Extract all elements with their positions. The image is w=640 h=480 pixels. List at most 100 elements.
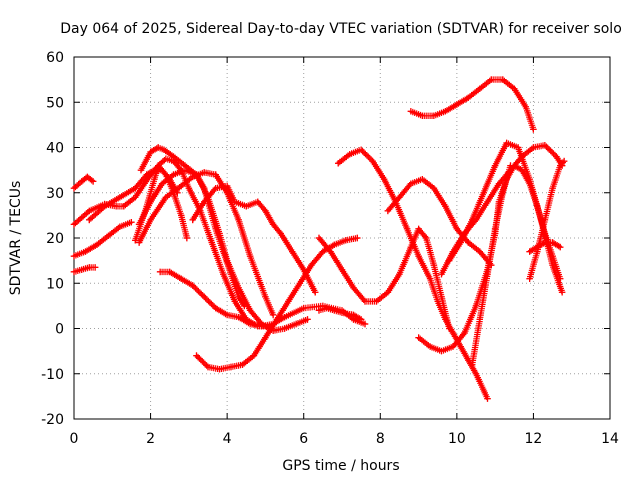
y-tick-label: 20 [46,231,64,247]
data-point [319,248,327,255]
data-point [170,171,177,178]
data-point [338,309,346,316]
data-point [250,352,258,359]
data-point [135,221,143,228]
data-point [189,216,196,224]
series-track-08 [135,166,248,310]
data-point [469,216,476,224]
data-point [426,275,434,282]
data-point [262,334,269,341]
data-point [457,239,464,246]
data-point [357,146,365,153]
data-point [350,311,357,319]
data-point [534,243,541,251]
data-point [86,264,93,271]
data-point [70,268,78,276]
data-point [166,268,173,276]
data-point [426,343,434,350]
data-point [511,85,518,92]
data-point [183,234,191,242]
data-point [491,225,499,233]
data-point [557,243,564,251]
data-point [137,166,145,174]
data-point [212,185,219,192]
data-point [254,198,261,205]
data-point [120,203,127,210]
data-point [212,304,219,312]
data-point [449,329,457,337]
series-track-21 [469,162,514,368]
data-point [246,252,254,260]
data-point [70,252,78,260]
data-point [465,94,472,101]
data-point [499,76,506,83]
data-point [135,239,143,246]
data-point [438,271,445,278]
data-point [331,307,338,314]
data-point [78,178,85,185]
data-point [541,239,549,246]
data-point [281,314,288,321]
data-point [132,194,139,201]
data-point [201,169,208,176]
data-point [315,307,323,314]
y-tick-label: -20 [41,412,64,428]
y-tick-label: 10 [46,276,64,292]
data-point [419,112,426,119]
data-point [70,185,78,192]
grid [74,57,610,419]
series-track-22 [526,157,568,282]
y-tick-label: 0 [55,322,64,338]
data-point [112,203,120,210]
data-point [472,370,480,377]
data-point [93,241,101,248]
data-point [201,185,208,192]
data-point [380,176,388,183]
data-point [128,219,135,226]
data-point [70,221,78,228]
data-point [89,178,97,185]
data-point [193,352,200,359]
data-point [289,248,296,255]
data-point [396,194,403,201]
series-track-11 [193,234,361,373]
data-point [86,216,93,224]
data-point [530,126,537,133]
data-point [415,225,422,233]
data-point [223,182,231,190]
x-tick-label: 8 [376,431,385,447]
data-point [430,261,438,269]
data-point [361,298,369,305]
data-point [292,320,300,328]
data-point [216,366,223,373]
series-track-13 [315,304,365,323]
data-point [342,237,349,244]
y-tick-label: 60 [46,50,64,66]
data-point [403,225,411,233]
data-point [476,85,483,92]
series-markers [384,176,495,269]
data-point [147,148,154,156]
data-point [430,185,438,192]
data-point [300,304,307,312]
data-point [384,289,392,296]
y-axis-label: SDTVAR / TECUs [8,181,24,296]
data-point [453,225,461,233]
data-point [296,280,304,287]
data-point [201,293,208,300]
data-point [162,194,170,201]
data-point [396,271,403,278]
data-point [560,157,568,165]
data-point [315,234,323,242]
data-point [449,343,457,350]
data-point [220,271,227,278]
data-point [338,266,346,273]
data-point [178,182,185,190]
data-point [415,334,422,341]
series-track-12 [189,182,319,296]
data-point [526,275,533,282]
data-point [300,266,307,273]
y-tick-label: 30 [46,186,64,202]
data-point [162,155,170,162]
x-tick-label: 2 [146,431,155,447]
